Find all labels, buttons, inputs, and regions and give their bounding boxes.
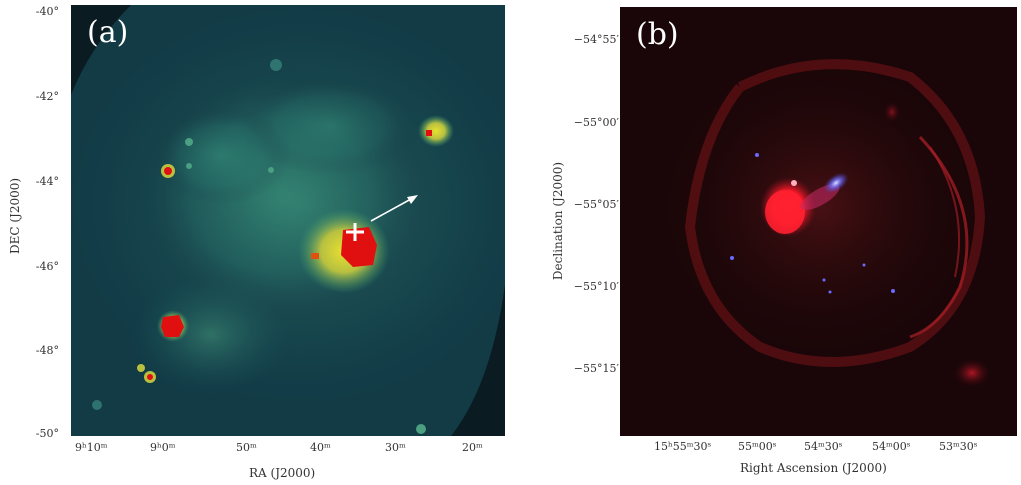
panel-a-y-tick: -48°	[35, 344, 59, 357]
panel-b-y-axis-title: Declination (J2000)	[551, 161, 565, 281]
panel-a-x-tick: 9ʰ0ᵐ	[150, 441, 176, 454]
panel-a-y-tick: -40°	[35, 5, 59, 18]
panel-a-image: (a)	[71, 5, 505, 436]
panel-a-y-tick: -44°	[35, 175, 59, 188]
panel-b-image: (b)	[620, 7, 1017, 436]
panel-a-x-tick: 9ʰ10ᵐ	[75, 441, 108, 454]
panel-a-y-axis-title: DEC (J2000)	[8, 177, 22, 254]
panel-a-x-axis-title: RA (J2000)	[249, 466, 316, 480]
panel-a-sky-map	[71, 5, 505, 436]
panel-a-x-tick: 30ᵐ	[385, 441, 406, 454]
panel-a-y-tick: -42°	[35, 90, 59, 103]
panel-b-x-tick: 15ʰ55ᵐ30ˢ	[654, 440, 712, 453]
panel-a-x-tick: 20ᵐ	[462, 441, 483, 454]
panel-b-x-tick: 55ᵐ00ˢ	[738, 440, 777, 453]
panel-b-x-tick: 54ᵐ30ˢ	[804, 440, 843, 453]
panel-b-y-tick: −55°05′	[573, 198, 619, 211]
panel-b-sky-map	[620, 7, 1017, 436]
panel-b-label: (b)	[636, 17, 679, 52]
panel-b-y-tick: −55°10′	[573, 280, 619, 293]
panel-b-x-tick: 53ᵐ30ˢ	[939, 440, 978, 453]
panel-b-x-tick: 54ᵐ00ˢ	[872, 440, 911, 453]
direction-arrow-icon	[370, 195, 418, 222]
panel-a-label: (a)	[87, 15, 129, 50]
panel-a-y-tick: -50°	[35, 427, 59, 440]
panel-a-y-tick: -46°	[35, 260, 59, 273]
panel-a-x-tick: 50ᵐ	[236, 441, 257, 454]
cross-marker-icon	[346, 223, 364, 241]
panel-b-y-tick: −55°00′	[573, 116, 619, 129]
panel-b-y-tick: −55°15′	[573, 362, 619, 375]
panel-a-x-tick: 40ᵐ	[310, 441, 331, 454]
panel-b-y-tick: −54°55′	[573, 33, 619, 46]
panel-b-x-axis-title: Right Ascension (J2000)	[740, 461, 887, 475]
